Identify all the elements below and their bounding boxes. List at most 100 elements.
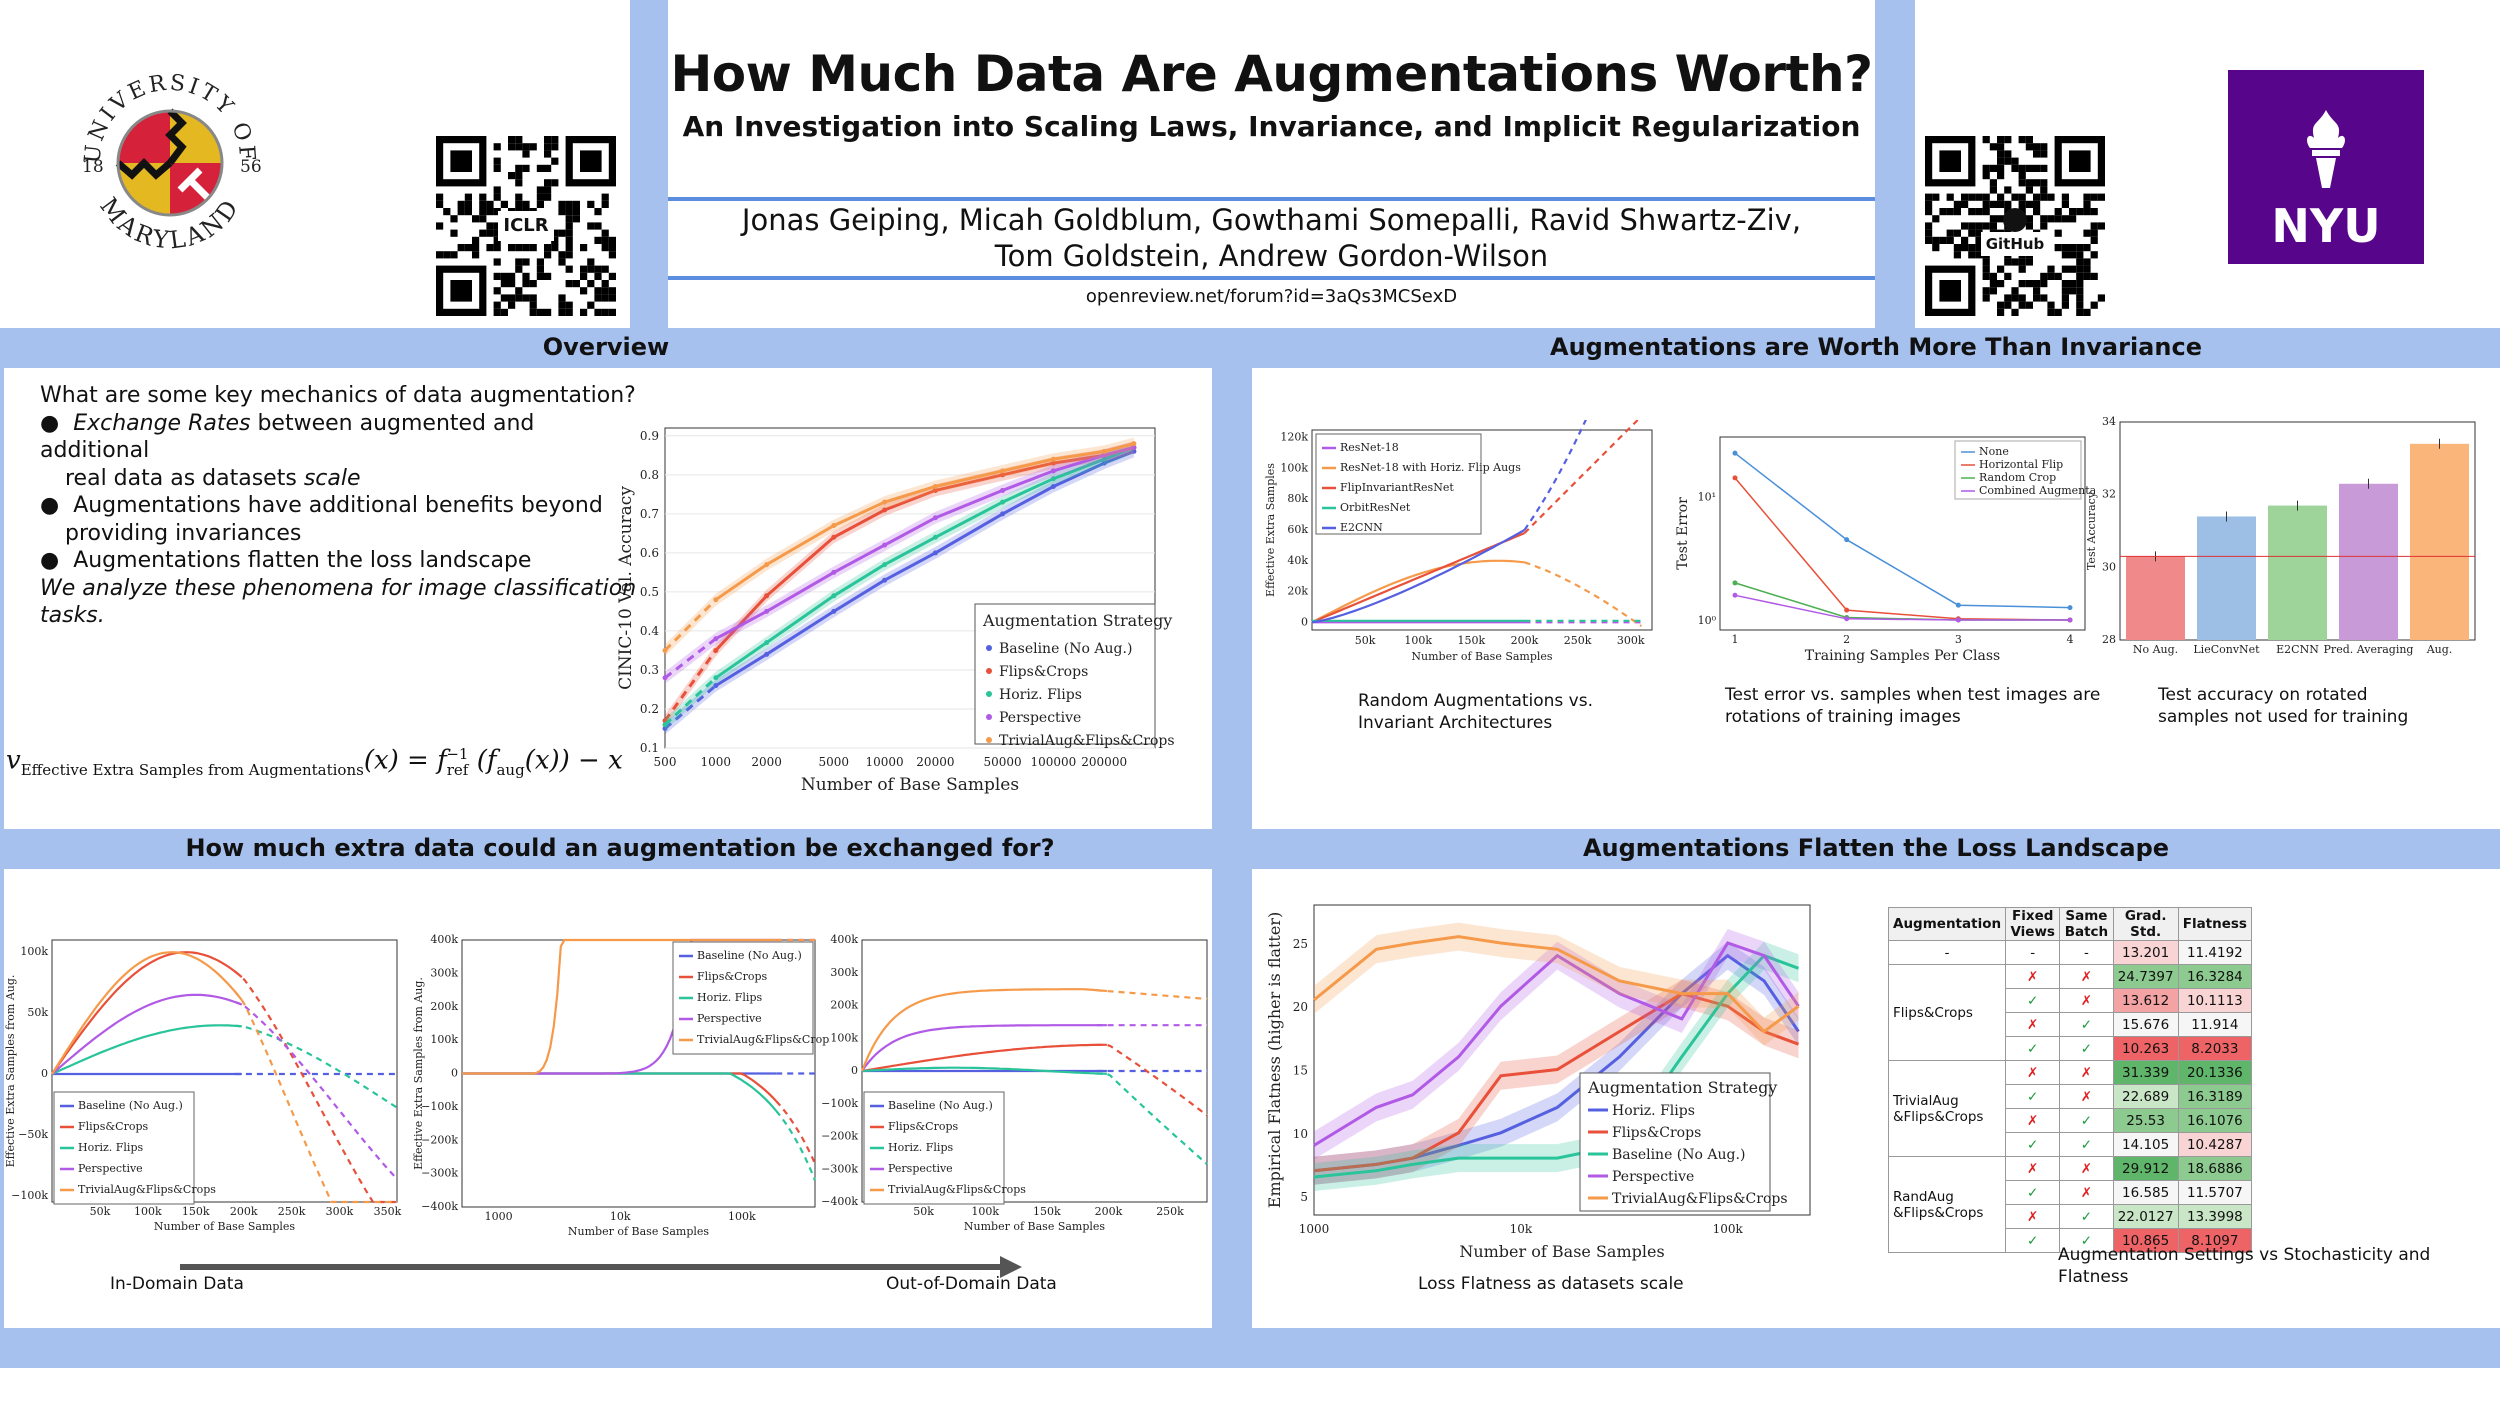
table-row: ✓ ✗ 13.612 10.1113 (1889, 988, 2253, 1013)
x-tick-label: 100k (1713, 1222, 1744, 1236)
table-flag-cell: ✓ (2059, 1228, 2114, 1253)
legend-entry: Horiz. Flips (888, 1141, 953, 1154)
data-point (1000, 499, 1006, 505)
series-band (1314, 941, 1799, 1191)
y-axis-label: Effective Extra Samples from Aug. (412, 977, 425, 1170)
x-tick-label: 2000 (751, 755, 782, 769)
y-tick-label: −400k (822, 1195, 858, 1208)
legend-entry: Perspective (78, 1162, 143, 1175)
series-line (860, 988, 1107, 1072)
table-flag-cell: - (2059, 940, 2114, 965)
series-line (1734, 594, 2070, 621)
section-title-flatten: Augmentations Flatten the Loss Landscape (1582, 834, 2170, 862)
github-qr-code[interactable]: GitHub (1925, 136, 2105, 316)
x-tick-label: Pred. Averaging (2324, 643, 2414, 656)
table-flag-cell: - (2005, 940, 2061, 965)
x-tick-label: 50000 (983, 755, 1021, 769)
legend-entry: TrivialAug&Flips&Crops (1612, 1191, 1788, 1207)
data-point (932, 515, 938, 521)
table-flag-cell: ✗ (2059, 1180, 2114, 1205)
y-axis-label: CINIC-10 Val. Accuracy (616, 486, 636, 690)
legend-marker (986, 645, 992, 651)
invariant-architectures-chart: 0 20k 40k 60k 80k 100k 120k 50k 100k 150k 200k 250k… (1264, 420, 1653, 663)
table-flag-cell: ✗ (2005, 964, 2061, 989)
data-point (1000, 472, 1006, 478)
iclr-qr-code[interactable]: ICLR (436, 136, 616, 316)
series-band (665, 441, 1134, 731)
data-point (831, 593, 837, 599)
table-flag-cell: ✓ (2005, 1084, 2061, 1109)
data-point (764, 562, 770, 568)
section-title-overview: Overview (542, 333, 670, 361)
data-point (1101, 460, 1107, 466)
table-flatness-cell: 11.914 (2177, 1012, 2253, 1037)
poster-title: How Much Data Are Augmentations Worth? (670, 45, 1873, 103)
series-line (51, 1024, 242, 1076)
series-extrapolation (775, 1100, 817, 1165)
legend-marker (986, 691, 992, 697)
svg-text:56: 56 (240, 157, 262, 177)
series-extrapolation (1096, 989, 1208, 1001)
table-row: ✓ ✗ 16.585 11.5707 (1889, 1180, 2253, 1205)
y-tick-label: 0 (851, 1064, 858, 1077)
overview-bullet-1-cont: real data as datasets scale (65, 465, 361, 491)
paper-url[interactable]: openreview.net/forum?id=3aQs3MCSexD (1085, 286, 1458, 307)
table-flag-cell: ✓ (2005, 1132, 2061, 1157)
y-tick-label: 0.1 (640, 741, 659, 755)
header-band-left (630, 0, 668, 328)
data-point (1131, 441, 1137, 447)
x-tick-label: 200k (230, 1205, 258, 1218)
series-line (1313, 935, 1800, 1034)
legend-entry: Flips&Crops (78, 1120, 148, 1133)
series-extrapolation (663, 676, 717, 726)
y-tick-label: 100k (430, 1033, 458, 1046)
x-tick-label: 50k (913, 1205, 934, 1218)
table-gradstd-cell: 10.865 (2112, 1228, 2179, 1253)
series-extrapolation (234, 1000, 398, 1180)
legend-entry: Horiz. Flips (999, 687, 1082, 703)
x-tick-label: 250k (278, 1205, 306, 1218)
table-aug-cell: - (1887, 940, 2007, 965)
y-tick-label: 10⁰ (1698, 614, 1717, 627)
caption-table: Augmentation Settings vs Stochasticity a… (2058, 1245, 2431, 1287)
table-flag-cell: ✗ (2005, 1060, 2061, 1085)
y-tick-label: 50k (27, 1006, 48, 1019)
legend-entry: TrivialAug&Flips&Crops (697, 1033, 830, 1046)
series-line (51, 993, 243, 1075)
table-gradstd-cell: 29.912 (2112, 1156, 2179, 1181)
y-tick-label: 10 (1293, 1127, 1308, 1141)
legend-entry: Baseline (No Aug.) (999, 641, 1132, 657)
data-point (1000, 487, 1006, 493)
table-row: ✗ ✓ 25.53 16.1076 (1889, 1108, 2253, 1133)
data-point (713, 636, 719, 642)
y-tick-label: 0.5 (640, 585, 659, 599)
data-point (713, 675, 719, 681)
y-tick-label: 0.4 (640, 624, 659, 638)
table-flatness-cell: 13.3998 (2177, 1204, 2253, 1229)
data-point (1050, 456, 1056, 462)
y-tick-label: 400k (430, 933, 458, 946)
legend-entry: Perspective (999, 710, 1081, 726)
x-tick-label: 5000 (819, 755, 850, 769)
series-line (1734, 452, 2071, 609)
data-point (713, 647, 719, 653)
legend-entry: FlipInvariantResNet (1340, 481, 1454, 494)
caption-test-error: Test error vs. samples when test images … (1725, 685, 2101, 727)
table-row: ✓ ✓ 10.865 8.1097 (1889, 1228, 2253, 1253)
table-gradstd-cell: 16.585 (2112, 1180, 2179, 1205)
overview-bullet-1: ● Exchange Rates between augmented and a… (40, 410, 535, 464)
table-gradstd-cell: 24.7397 (2112, 964, 2179, 989)
section-title-invariance: Augmentations are Worth More Than Invari… (1550, 333, 2202, 361)
legend-marker (986, 737, 992, 743)
data-point (1101, 456, 1107, 462)
x-axis-label: Number of Base Samples (964, 1220, 1106, 1233)
y-tick-label: 0.3 (640, 663, 659, 677)
table-flag-cell: ✗ (2059, 1156, 2114, 1181)
y-tick-label: 120k (1280, 431, 1308, 444)
legend-entry: TrivialAug&Flips&Crops (888, 1183, 1026, 1196)
series-line (861, 1024, 1107, 1072)
umd-seal-logo: UNIVERSITY OF MARYLAND 18 56 (70, 60, 270, 260)
overview-bullet-3: ● Augmentations flatten the loss landsca… (40, 548, 532, 573)
svg-text:NYU: NYU (2271, 199, 2380, 253)
y-tick-label: −300k (421, 1167, 458, 1180)
